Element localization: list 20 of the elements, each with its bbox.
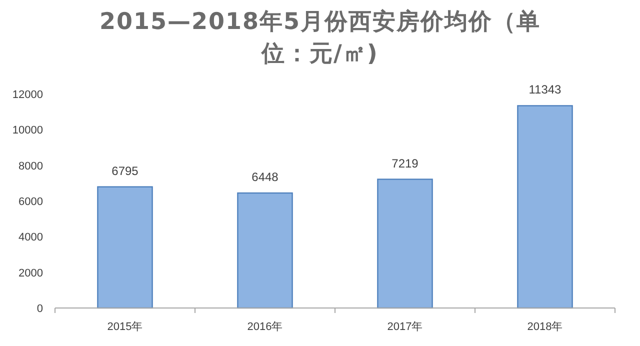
y-tick-label: 6000 [18, 196, 43, 208]
bar [97, 186, 153, 309]
x-tick-label: 2015年 [107, 321, 143, 333]
bar [517, 105, 573, 309]
x-tick-label: 2018年 [527, 321, 563, 333]
chart-title: 2015—2018年5月份西安房价均价（单位：元/㎡) [98, 8, 542, 69]
data-label: 11343 [528, 82, 562, 97]
x-tick-label: 2016年 [247, 321, 283, 333]
y-tick-label: 0 [36, 303, 43, 315]
data-label: 6795 [112, 164, 139, 178]
data-label: 7219 [392, 156, 419, 170]
x-tick-label: 2017年 [387, 321, 423, 333]
y-tick-label: 12000 [12, 89, 43, 101]
y-tick-label: 8000 [18, 160, 43, 172]
y-tick-label: 10000 [12, 124, 43, 137]
data-label: 6448 [252, 170, 279, 184]
bar [377, 178, 433, 309]
y-tick-label: 4000 [18, 232, 43, 244]
y-tick-label: 2000 [18, 267, 43, 280]
bar [237, 192, 293, 309]
